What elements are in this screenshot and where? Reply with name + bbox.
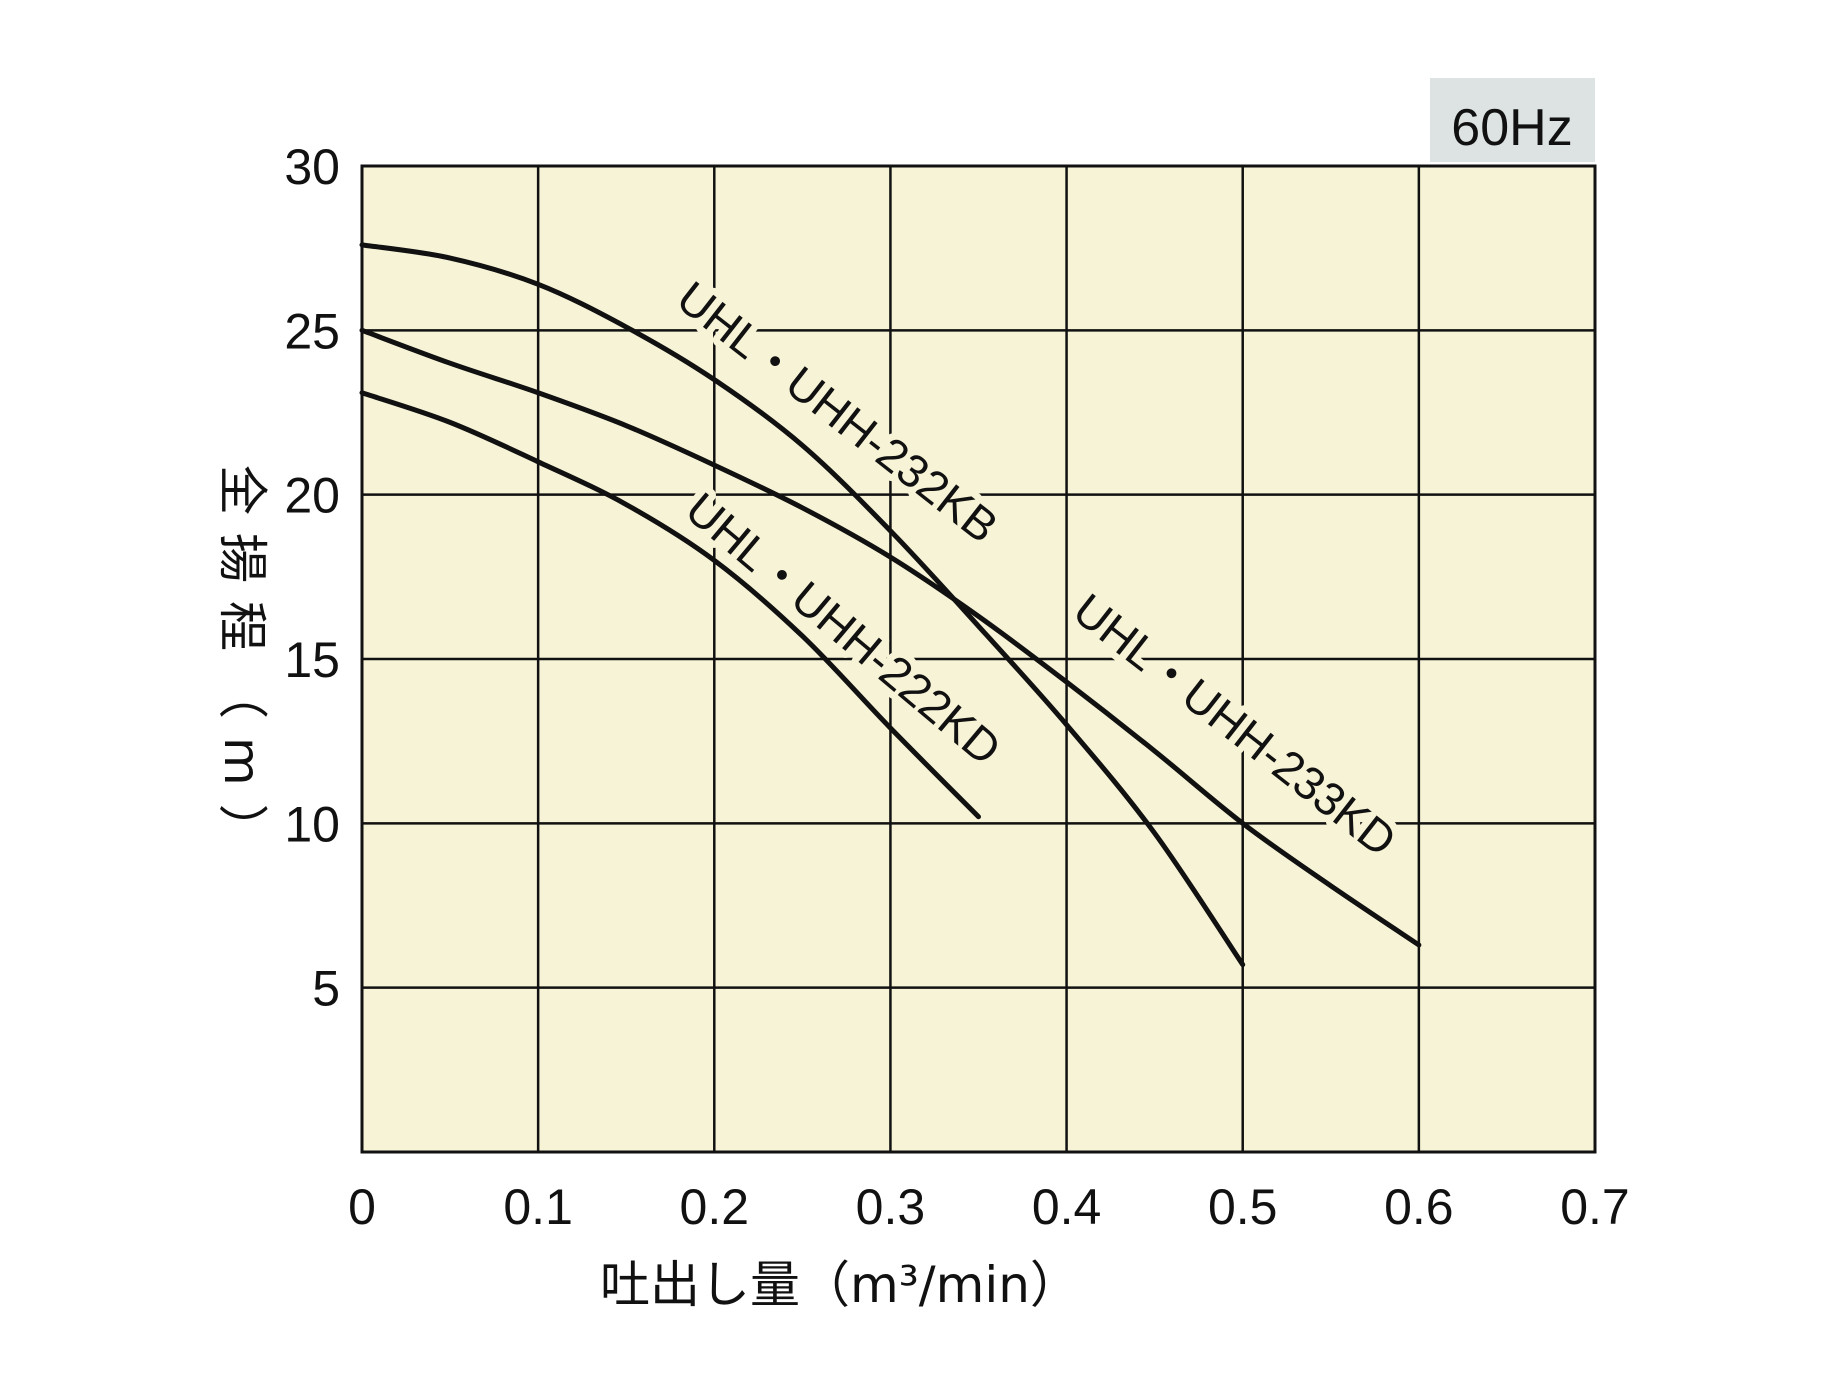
- frequency-badge: 60Hz: [1451, 99, 1572, 157]
- y-tick-label-0: 5: [312, 961, 340, 1017]
- x-tick-label-7: 0.7: [1560, 1179, 1630, 1235]
- y-tick-label-4: 25: [284, 303, 340, 359]
- x-tick-label-5: 0.5: [1208, 1179, 1278, 1235]
- y-tick-label-5: 30: [284, 139, 340, 195]
- pump-curves: [359, 242, 1422, 968]
- curve-1: [359, 327, 1422, 948]
- x-tick-label-0: 0: [348, 1179, 376, 1235]
- x-tick-label-2: 0.2: [680, 1179, 750, 1235]
- x-tick-label-6: 0.6: [1384, 1179, 1454, 1235]
- x-tick-label-1: 0.1: [503, 1179, 573, 1235]
- curve-0: [359, 242, 1246, 968]
- y-axis-title: 全揚程（m）: [213, 465, 271, 872]
- y-tick-label-3: 20: [284, 468, 340, 524]
- badge-background: [1430, 78, 1595, 162]
- y-tick-label-1: 10: [284, 796, 340, 852]
- curve-2: [359, 390, 981, 820]
- plot-frame: [360, 164, 1597, 1154]
- x-tick-label-3: 0.3: [856, 1179, 926, 1235]
- y-tick-labels: 5 10 15 20 25 30: [284, 139, 340, 1017]
- x-tick-labels: 0 0.1 0.2 0.3 0.4 0.5 0.6 0.7: [348, 1179, 1630, 1235]
- y-tick-label-2: 15: [284, 632, 340, 688]
- x-axis-title: 吐出し量（m³/min）: [600, 1256, 1080, 1314]
- x-tick-label-4: 0.4: [1032, 1179, 1102, 1235]
